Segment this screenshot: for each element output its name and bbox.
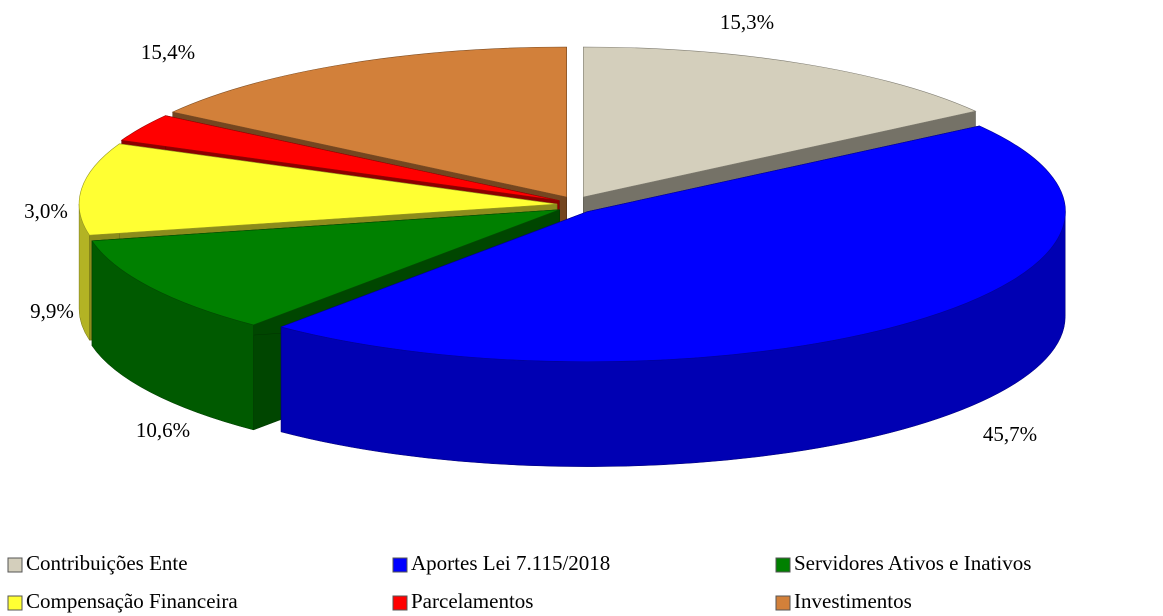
pie-slice <box>120 115 560 201</box>
data-label: 15,3% <box>720 10 774 34</box>
data-label: 9,9% <box>30 299 74 323</box>
legend-swatch <box>7 557 23 573</box>
data-label: 3,0% <box>24 199 68 223</box>
legend-swatch <box>392 557 408 573</box>
pie-slice <box>583 46 977 198</box>
data-label: 45,7% <box>983 422 1037 446</box>
legend-label: Investimentos <box>794 589 912 613</box>
pie-slice <box>171 46 567 198</box>
pie-slice <box>280 125 1066 363</box>
data-label: 10,6% <box>136 418 190 442</box>
pie-slice <box>78 143 558 236</box>
legend-label: Aportes Lei 7.115/2018 <box>411 551 610 575</box>
data-label: 15,4% <box>141 40 195 64</box>
legend-label: Compensação Financeira <box>26 589 238 613</box>
slice <box>280 125 1066 467</box>
legend-label: Contribuições Ente <box>26 551 188 575</box>
legend-swatch <box>775 557 791 573</box>
legend-swatch <box>392 595 408 611</box>
legend-swatch <box>7 595 23 611</box>
legend-label: Parcelamentos <box>411 589 533 613</box>
pie-slice <box>91 209 560 326</box>
legend-swatch <box>775 595 791 611</box>
legend-label: Servidores Ativos e Inativos <box>794 551 1031 575</box>
